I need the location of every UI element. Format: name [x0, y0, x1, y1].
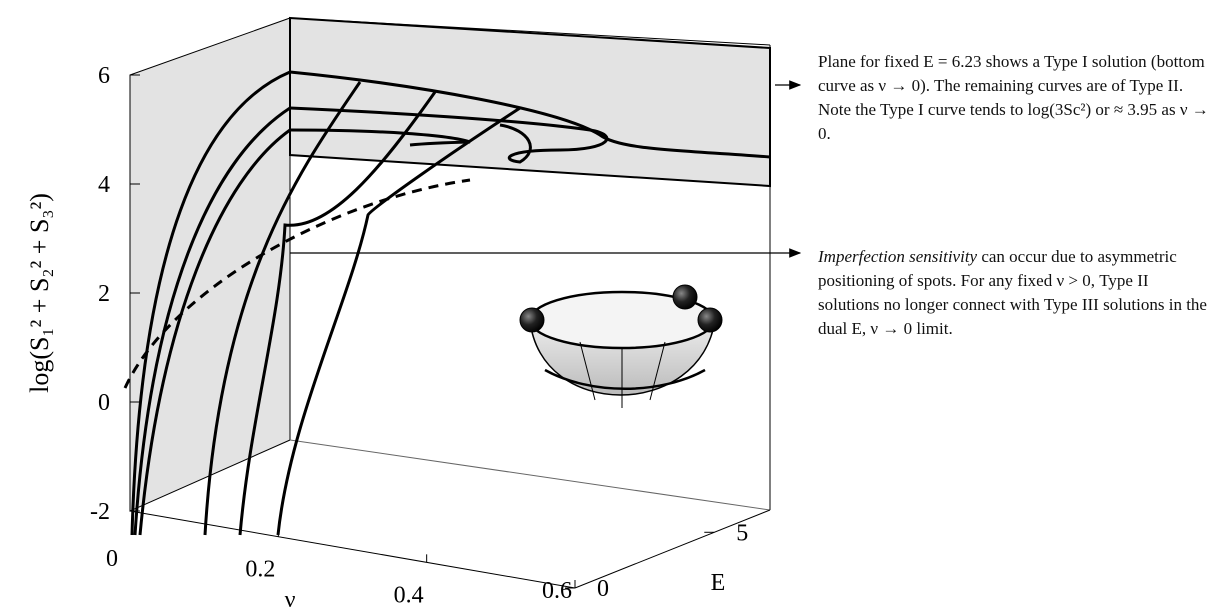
x-tick-label: 0.4: [394, 582, 424, 608]
e-axis-label: E: [711, 570, 726, 596]
y-tick-label: 0: [98, 390, 110, 416]
x-tick-label: 0.6: [542, 578, 572, 604]
annotation: Imperfection sensitivity can occur due t…: [818, 245, 1213, 341]
x-axis-label: ν: [285, 587, 296, 611]
y-tick-label: -2: [90, 499, 110, 525]
annotation: Plane for fixed E = 6.23 shows a Type I …: [818, 50, 1213, 146]
page: {"y_axis": {"label": "log(S₁² + S₂² + S₃…: [0, 0, 1221, 611]
annotation-emphasis: Imperfection sensitivity: [818, 247, 977, 266]
y-tick-label: 4: [98, 172, 110, 198]
x-tick-label: 0.2: [245, 557, 275, 583]
y-tick-label: 2: [98, 281, 110, 307]
x-tick-label: 0: [106, 546, 118, 572]
bowl-illustration: [520, 285, 722, 408]
e-tick-label: 0: [597, 576, 609, 602]
y-axis-label: log(S₁² + S₂² + S₃²): [25, 193, 54, 393]
e-tick-label: 5: [736, 520, 748, 546]
y-tick-label: 6: [98, 63, 110, 89]
